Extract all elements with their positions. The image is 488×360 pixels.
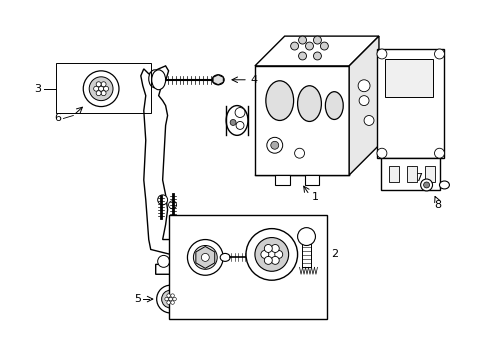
Circle shape bbox=[298, 52, 306, 60]
Circle shape bbox=[270, 141, 278, 149]
Polygon shape bbox=[196, 247, 214, 268]
Text: 6: 6 bbox=[54, 113, 61, 123]
Polygon shape bbox=[348, 36, 378, 175]
Circle shape bbox=[423, 182, 428, 188]
Circle shape bbox=[260, 251, 268, 258]
Ellipse shape bbox=[148, 70, 161, 88]
Circle shape bbox=[357, 80, 369, 92]
Circle shape bbox=[230, 120, 236, 125]
Circle shape bbox=[264, 256, 272, 264]
Circle shape bbox=[96, 91, 101, 96]
Circle shape bbox=[157, 195, 167, 205]
Text: 5: 5 bbox=[134, 294, 141, 304]
Circle shape bbox=[83, 71, 119, 107]
Bar bbox=[406, 166, 416, 182]
Polygon shape bbox=[213, 75, 223, 85]
Bar bbox=[168, 215, 326, 319]
Circle shape bbox=[420, 179, 432, 191]
Bar bbox=[254, 66, 348, 175]
Ellipse shape bbox=[439, 181, 448, 189]
Circle shape bbox=[170, 294, 174, 297]
Text: 1: 1 bbox=[311, 192, 318, 202]
Circle shape bbox=[166, 294, 170, 297]
Circle shape bbox=[297, 228, 315, 246]
Circle shape bbox=[99, 86, 103, 91]
Circle shape bbox=[364, 116, 373, 125]
Circle shape bbox=[271, 256, 279, 264]
Text: 3: 3 bbox=[35, 84, 41, 94]
Circle shape bbox=[193, 246, 217, 269]
Circle shape bbox=[101, 91, 106, 96]
Circle shape bbox=[290, 42, 298, 50]
Polygon shape bbox=[141, 66, 195, 274]
Ellipse shape bbox=[151, 70, 165, 90]
Circle shape bbox=[172, 297, 176, 301]
Circle shape bbox=[164, 297, 168, 301]
Bar bbox=[380, 158, 440, 190]
Ellipse shape bbox=[265, 81, 293, 121]
Circle shape bbox=[184, 255, 196, 267]
Circle shape bbox=[168, 297, 172, 301]
Circle shape bbox=[376, 148, 386, 158]
Circle shape bbox=[103, 86, 108, 91]
Bar bbox=[56, 63, 150, 113]
Circle shape bbox=[254, 238, 288, 271]
Circle shape bbox=[235, 108, 244, 117]
Circle shape bbox=[170, 301, 174, 304]
Circle shape bbox=[376, 49, 386, 59]
Bar bbox=[388, 166, 398, 182]
Circle shape bbox=[94, 86, 99, 91]
Ellipse shape bbox=[325, 92, 343, 120]
Bar bbox=[384, 59, 432, 96]
Text: 2: 2 bbox=[331, 249, 338, 260]
Circle shape bbox=[266, 137, 282, 153]
Bar bbox=[274, 175, 289, 185]
Circle shape bbox=[168, 201, 176, 209]
Circle shape bbox=[157, 255, 169, 267]
Bar bbox=[301, 238, 311, 267]
Text: 7: 7 bbox=[414, 173, 421, 183]
Bar bbox=[424, 166, 434, 182]
Circle shape bbox=[305, 42, 313, 50]
Circle shape bbox=[101, 82, 106, 87]
Circle shape bbox=[434, 148, 444, 158]
Circle shape bbox=[434, 49, 444, 59]
Text: 4: 4 bbox=[249, 75, 257, 85]
Circle shape bbox=[274, 251, 282, 258]
Circle shape bbox=[201, 253, 209, 261]
Ellipse shape bbox=[297, 86, 321, 121]
Circle shape bbox=[96, 82, 101, 87]
Ellipse shape bbox=[220, 253, 230, 261]
Circle shape bbox=[236, 121, 244, 129]
Circle shape bbox=[264, 244, 272, 252]
Circle shape bbox=[271, 244, 279, 252]
Circle shape bbox=[313, 36, 321, 44]
Circle shape bbox=[298, 36, 306, 44]
Circle shape bbox=[166, 301, 170, 304]
Polygon shape bbox=[254, 36, 378, 66]
Circle shape bbox=[162, 290, 179, 308]
Ellipse shape bbox=[225, 105, 247, 135]
Circle shape bbox=[320, 42, 327, 50]
Bar bbox=[304, 175, 319, 185]
Circle shape bbox=[267, 251, 275, 258]
Circle shape bbox=[187, 239, 223, 275]
Circle shape bbox=[245, 229, 297, 280]
Circle shape bbox=[89, 77, 113, 100]
Circle shape bbox=[156, 285, 184, 313]
Circle shape bbox=[294, 148, 304, 158]
Text: 8: 8 bbox=[434, 200, 441, 210]
Circle shape bbox=[358, 96, 368, 105]
Ellipse shape bbox=[212, 75, 224, 85]
Text: 6: 6 bbox=[268, 287, 275, 297]
Circle shape bbox=[313, 52, 321, 60]
Bar bbox=[376, 49, 444, 158]
